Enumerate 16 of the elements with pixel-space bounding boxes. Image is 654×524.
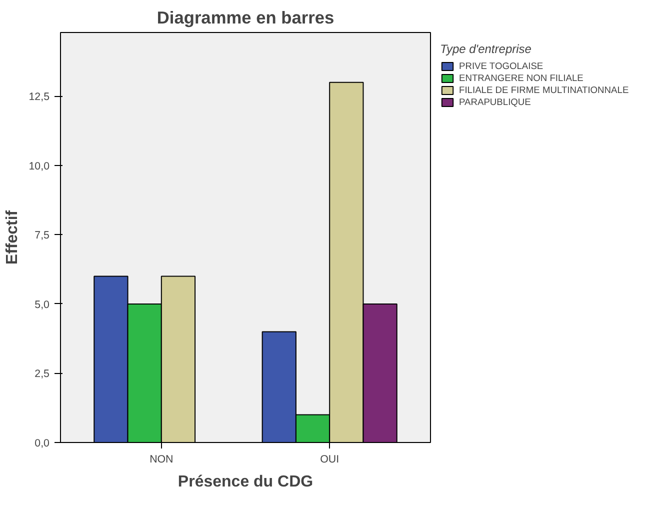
x-tick-label: OUI xyxy=(320,454,340,466)
y-tick-label: 10,0 xyxy=(28,160,50,172)
legend-title: Type d'entreprise xyxy=(440,42,532,56)
legend-label: PRIVE TOGOLAISE xyxy=(459,61,544,71)
y-axis-title: Effectif xyxy=(4,210,21,265)
x-tick-label: NON xyxy=(150,454,174,466)
y-tick-label: 7,5 xyxy=(34,230,50,242)
y-tick-label: 0,0 xyxy=(34,438,50,450)
y-tick-label: 5,0 xyxy=(34,298,50,311)
chart-title: Diagramme en barres xyxy=(156,8,334,28)
legend-label: PARAPUBLIQUE xyxy=(459,97,531,107)
y-tick-label: 12,5 xyxy=(28,91,50,104)
legend-label: ENTRANGERE NON FILIALE xyxy=(459,73,584,83)
legend-label: FILIALE DE FIRME MULTINATIONNALE xyxy=(459,85,629,95)
y-tick-label: 2,5 xyxy=(34,368,50,380)
x-axis-title: Présence du CDG xyxy=(178,474,314,490)
